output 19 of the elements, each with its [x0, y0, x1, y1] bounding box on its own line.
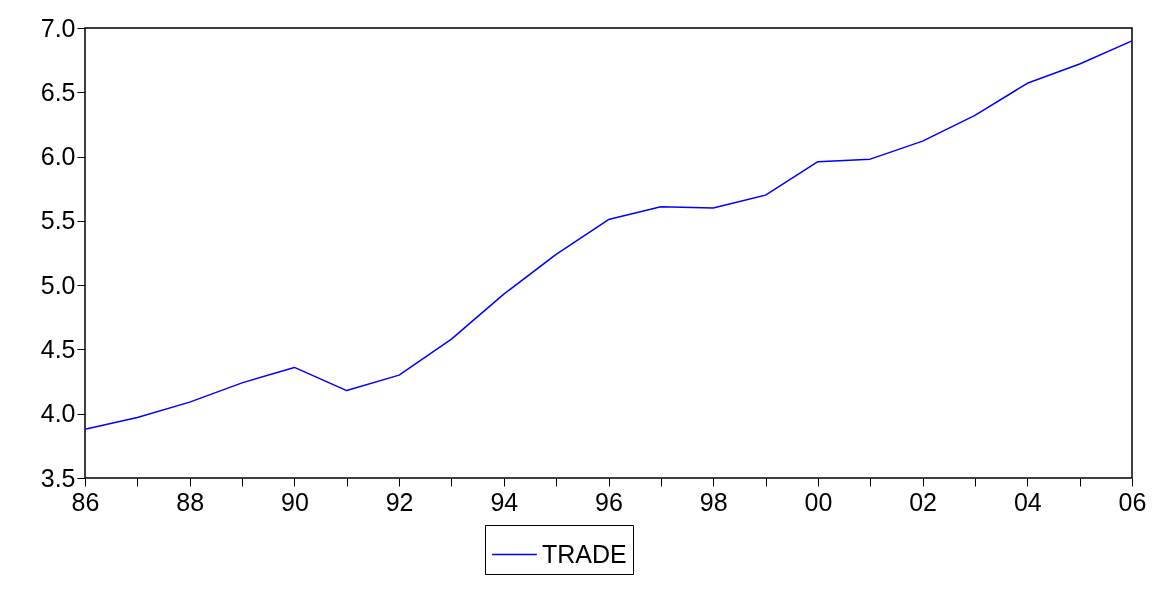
line-series — [84, 40, 1133, 430]
y-tick-label: 7.0 — [40, 13, 76, 42]
x-tick-label: 00 — [804, 487, 833, 516]
y-tick-label: 6.0 — [40, 142, 76, 171]
x-tick-label: 90 — [280, 487, 309, 516]
x-tick-label: 96 — [595, 487, 623, 516]
x-tick-label: 06 — [1118, 487, 1147, 516]
x-tick-label: 02 — [909, 487, 938, 516]
legend-label: TRADE — [542, 539, 627, 568]
y-tick-label: 6.5 — [40, 77, 76, 106]
y-tick-label: 4.5 — [40, 334, 76, 363]
y-tick-label: 4.0 — [40, 399, 76, 428]
y-tick-label: 5.0 — [40, 270, 76, 299]
x-tick-label: 88 — [176, 487, 205, 516]
x-tick-label: 94 — [490, 487, 519, 516]
x-tick-label: 98 — [699, 487, 728, 516]
y-tick-label: 5.5 — [40, 206, 76, 235]
x-tick-label: 92 — [385, 487, 414, 516]
x-tick-label: 04 — [1013, 487, 1042, 516]
